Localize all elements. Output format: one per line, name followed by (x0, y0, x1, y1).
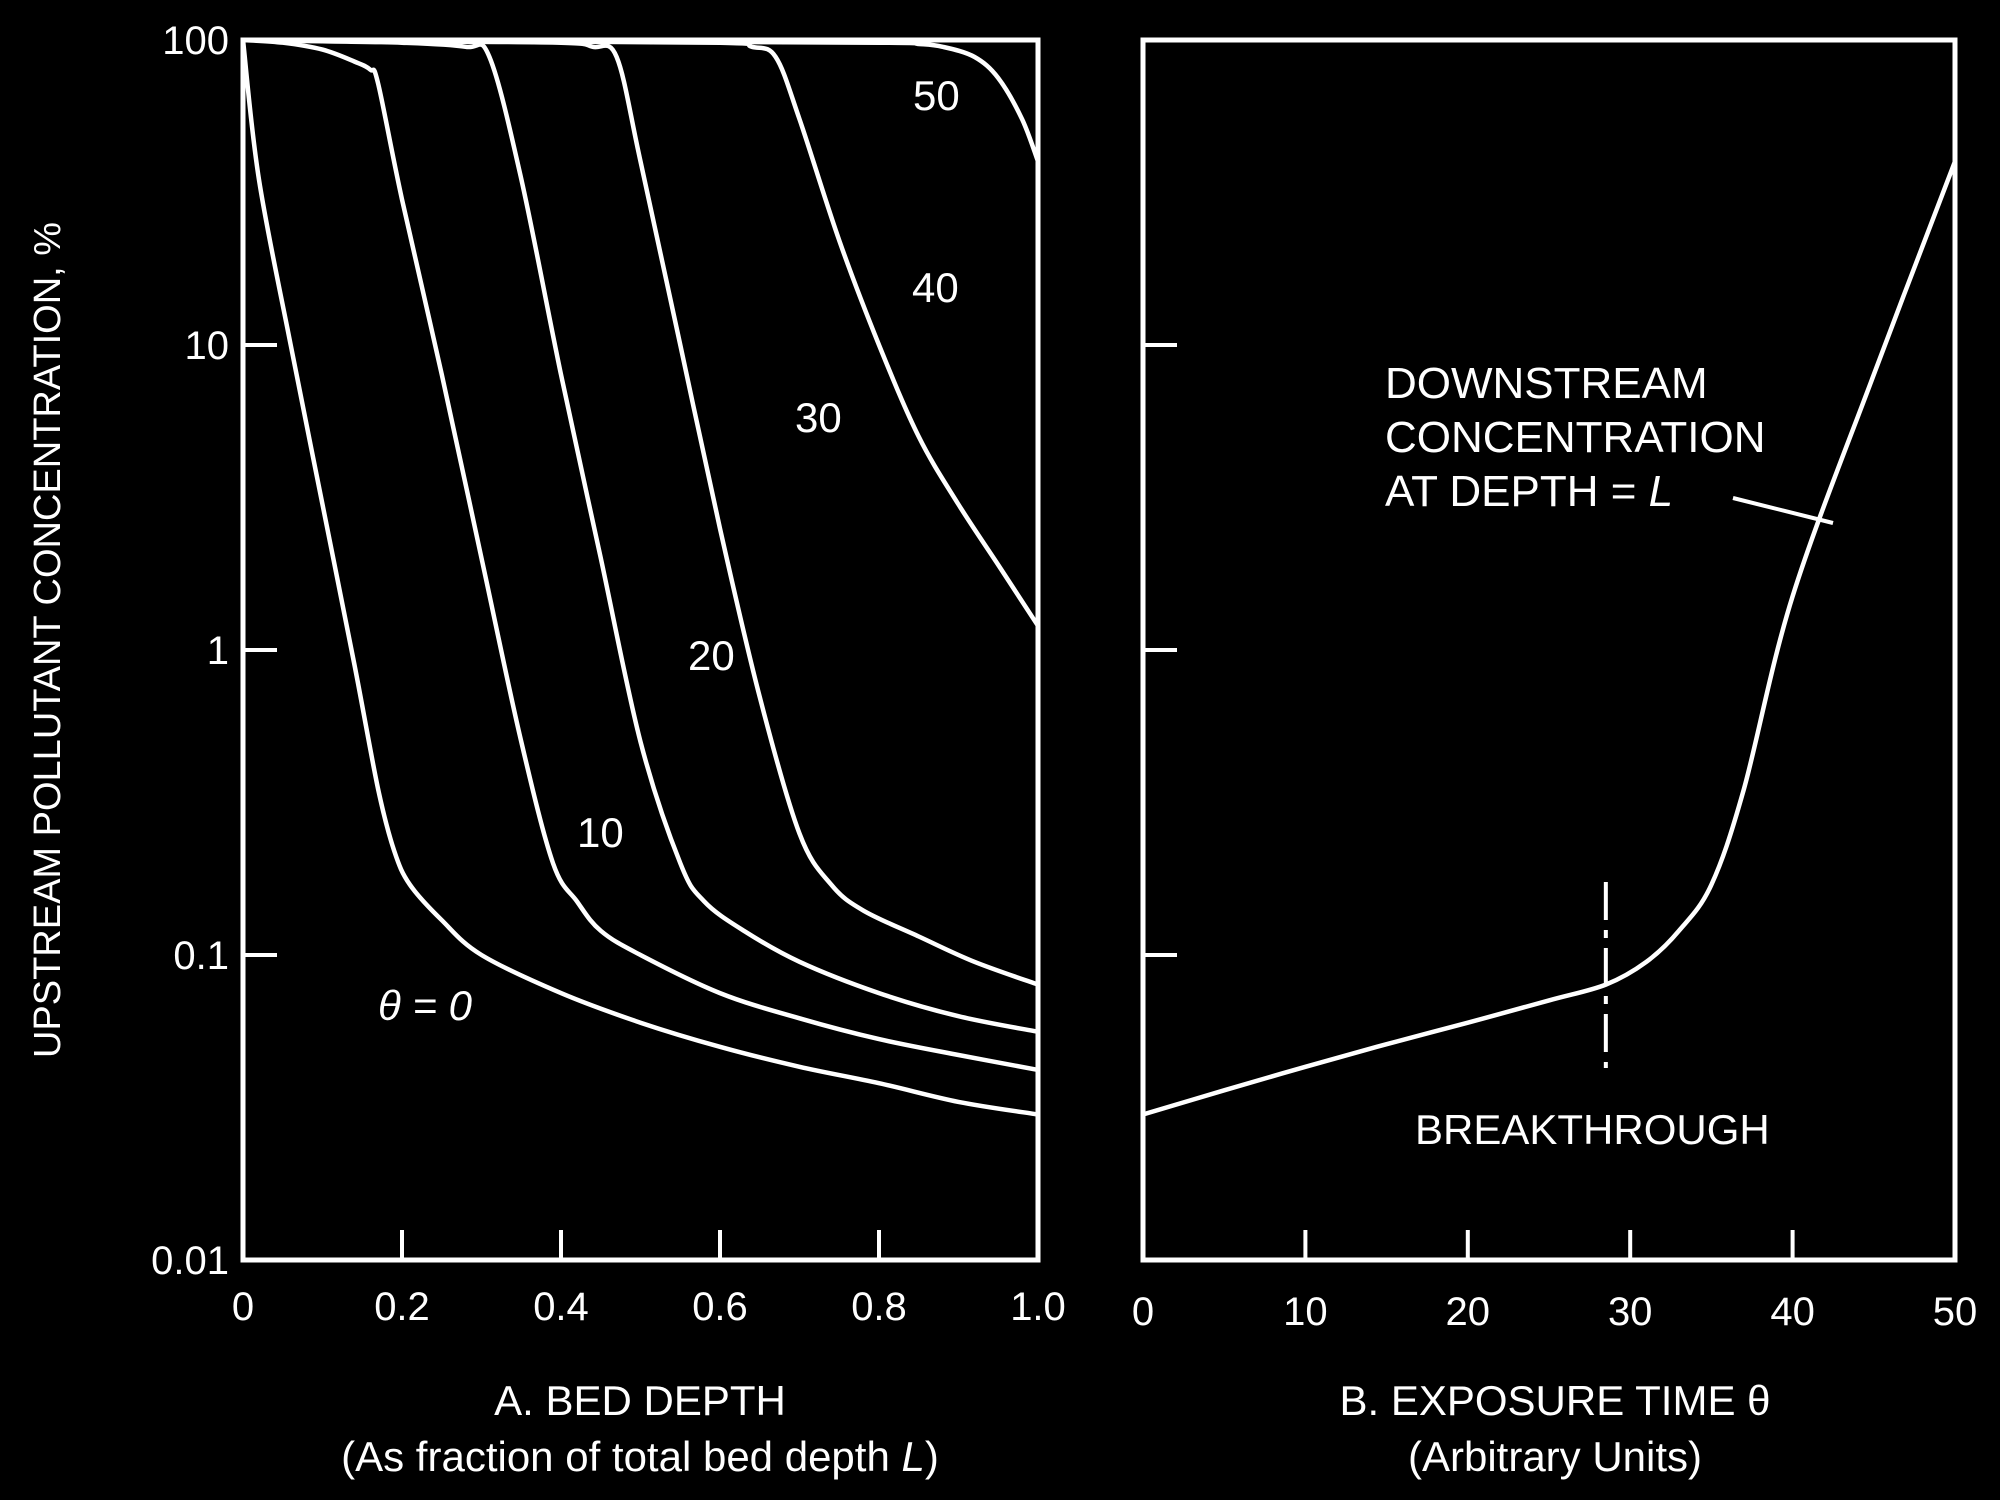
breakthrough-label: BREAKTHROUGH (1415, 1106, 1770, 1153)
panel-a-curve-5 (240, 37, 1041, 164)
panel-a-xlabel-var: L (901, 1433, 924, 1480)
panel-a-y-ticks: 0.01 0.1 1 10 100 (151, 19, 277, 1283)
panel-a-curves (240, 37, 1041, 1117)
panel-a-x-tick-label: 0 (232, 1285, 254, 1329)
panel-a-curve-label: 40 (912, 264, 959, 311)
panel-b-x-tick-label: 50 (1933, 1290, 1978, 1334)
panel-a-curve-label: 10 (577, 809, 624, 856)
panel-a-curve-label: θ = 0 (378, 982, 473, 1029)
panel-a-x-tick-label: 0.2 (374, 1285, 430, 1329)
panel-a-x-tick-label: 1.0 (1010, 1285, 1066, 1329)
panel-b-curves (1140, 159, 1958, 1117)
panel-a-curve-labels: θ = 0 10 20 30 40 50 (378, 72, 960, 1029)
panel-b-curve-0 (1140, 159, 1958, 1117)
y-tick-label: 0.01 (151, 1239, 229, 1283)
panel-b-x-tick-label: 0 (1132, 1290, 1154, 1334)
downstream-label-prefix: AT DEPTH = (1385, 467, 1649, 516)
y-tick-label: 10 (185, 324, 230, 368)
panel-a-x-tick-label: 0.4 (533, 1285, 589, 1329)
y-tick-label: 100 (162, 19, 229, 63)
panel-a-xlabel-prefix: (As fraction of total bed depth (341, 1433, 901, 1480)
panel-b-x-tick-label: 10 (1283, 1290, 1328, 1334)
panel-a-curve-label: 50 (913, 72, 960, 119)
panel-b-x-tick-label: 30 (1608, 1290, 1653, 1334)
panel-a-xlabel-line2: (As fraction of total bed depth L) (341, 1433, 939, 1480)
downstream-label-line2: CONCENTRATION (1385, 413, 1766, 462)
panel-b-xlabel-line2: (Arbitrary Units) (1408, 1433, 1702, 1480)
panel-a-curve-2 (240, 37, 1041, 1035)
panel-b: 0 10 20 30 40 50 DOWNSTREAM CONCENTRATION AT … (1132, 37, 1977, 1480)
panel-b-xlabel-line1: B. EXPOSURE TIME θ (1339, 1377, 1770, 1424)
panel-a-curve-1 (240, 37, 1041, 1073)
panel-b-x-tick-label: 20 (1446, 1290, 1491, 1334)
panel-a-curve-label: 20 (688, 632, 735, 679)
panel-a-x-tick-label: 0.6 (692, 1285, 748, 1329)
panel-a-curve-0 (240, 37, 1041, 1117)
downstream-label-line3: AT DEPTH = L (1385, 467, 1673, 516)
panel-b-y-ticks (1143, 343, 1177, 957)
downstream-label-line1: DOWNSTREAM (1385, 359, 1708, 408)
y-axis-label: UPSTREAM POLLUTANT CONCENTRATION, % (27, 222, 69, 1058)
panel-b-x-ticks: 0 10 20 30 40 50 (1132, 1230, 1977, 1334)
y-tick-label: 1 (207, 629, 229, 673)
downstream-leader-line (1732, 496, 1834, 525)
panel-a-x-tick-label: 0.8 (851, 1285, 907, 1329)
y-tick-label: 0.1 (173, 934, 229, 978)
panel-a-xlabel-line1: A. BED DEPTH (494, 1377, 786, 1424)
panel-a-x-ticks: 0 0.2 0.4 0.6 0.8 1.0 (232, 1230, 1066, 1329)
panel-a: 0.01 0.1 1 10 100 0 0.2 0.4 0.6 0.8 1.0 θ = 0 10 20… (151, 19, 1066, 1480)
panel-a-curve-label: 30 (795, 394, 842, 441)
downstream-label-var: L (1649, 467, 1673, 516)
panel-a-xlabel-suffix: ) (925, 1433, 939, 1480)
panel-b-x-tick-label: 40 (1770, 1290, 1815, 1334)
